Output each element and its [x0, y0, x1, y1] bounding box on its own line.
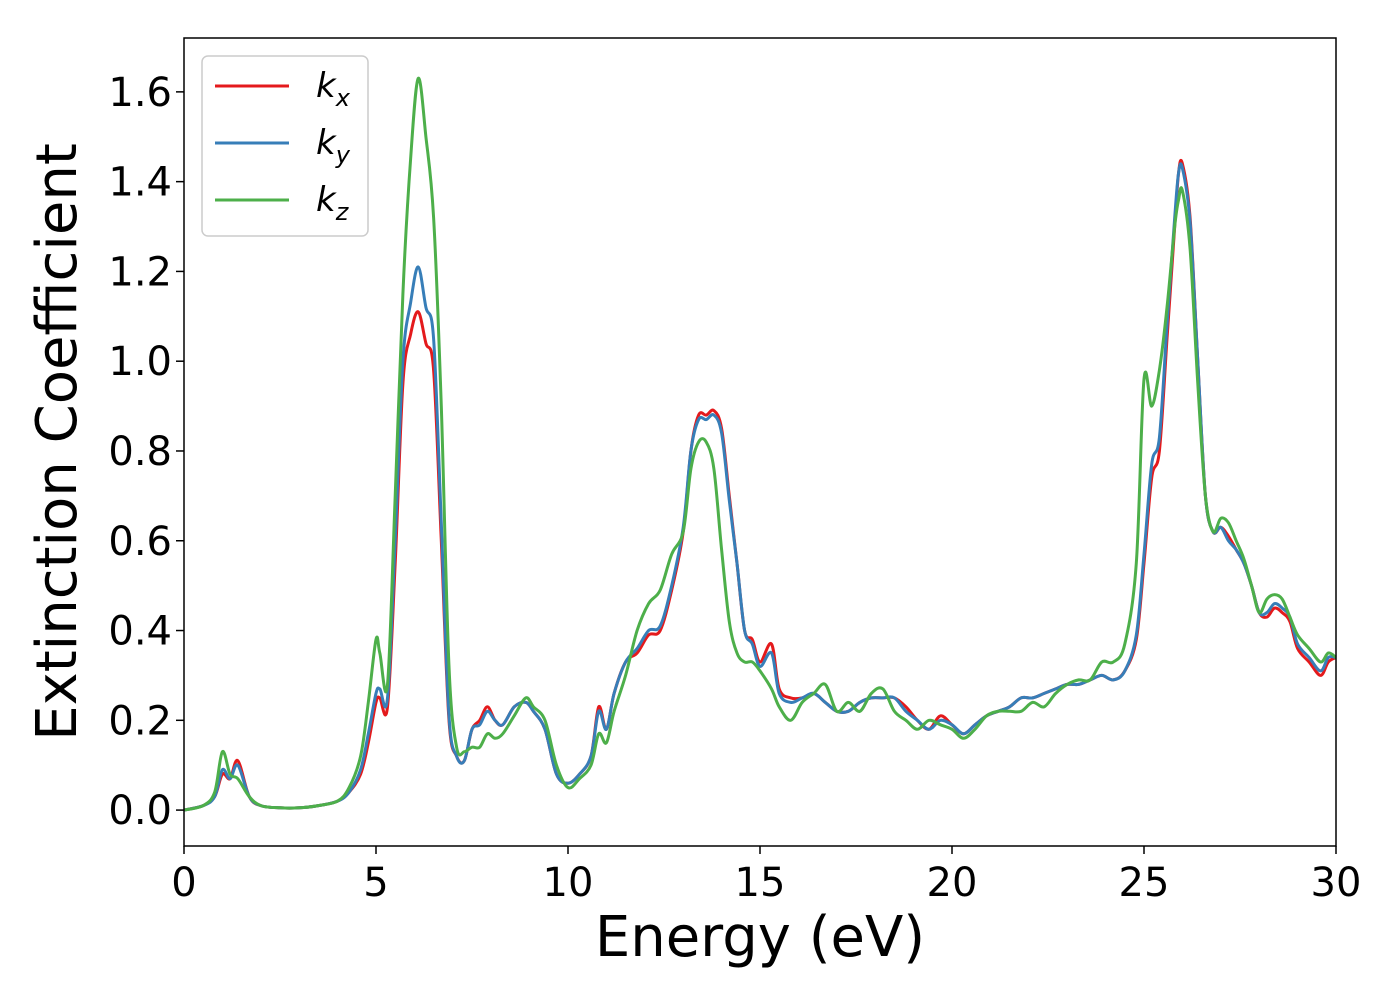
y-tick-label: 0.0: [108, 788, 172, 834]
y-tick-label: 1.2: [108, 249, 172, 295]
x-tick-label: 25: [1119, 860, 1170, 906]
legend-entry-y: ky: [215, 123, 351, 169]
legend-entry-z: kz: [215, 180, 350, 226]
x-tick-label: 10: [543, 860, 594, 906]
legend-box: [201, 55, 369, 237]
legend-label: kz: [316, 180, 350, 226]
y-tick-label: 1.6: [108, 70, 172, 116]
legend-entries: kx ky kz: [215, 66, 351, 226]
legend-label: kx: [316, 66, 351, 112]
x-tick-label: 30: [1311, 860, 1362, 906]
legend-entry-x: kx: [215, 66, 351, 112]
y-axis-ticks: 0.0 0.2 0.4 0.6 0.8 1.0 1.2 1.4 1.6: [108, 70, 184, 834]
legend-label: ky: [316, 123, 351, 169]
y-tick-label: 0.8: [108, 429, 172, 475]
y-tick-label: 0.6: [108, 519, 172, 565]
y-tick-label: 0.2: [108, 698, 172, 744]
y-tick-label: 1.0: [108, 339, 172, 385]
x-tick-label: 5: [363, 860, 388, 906]
y-axis-title: Extinction Coefficient: [25, 143, 90, 741]
x-tick-label: 20: [927, 860, 978, 906]
series-layer: [184, 76, 1336, 812]
y-tick-label: 0.4: [108, 609, 172, 655]
series-line-y: [184, 162, 1336, 812]
x-axis-ticks: 0 5 10 15 20 25 30: [171, 846, 1361, 906]
legend: kx ky kz: [201, 55, 369, 237]
y-tick-label: 1.4: [108, 160, 172, 206]
x-axis-title: Energy (eV): [595, 905, 925, 970]
series-line-z: [184, 76, 1336, 812]
x-tick-label: 0: [171, 860, 196, 906]
x-tick-label: 15: [735, 860, 786, 906]
